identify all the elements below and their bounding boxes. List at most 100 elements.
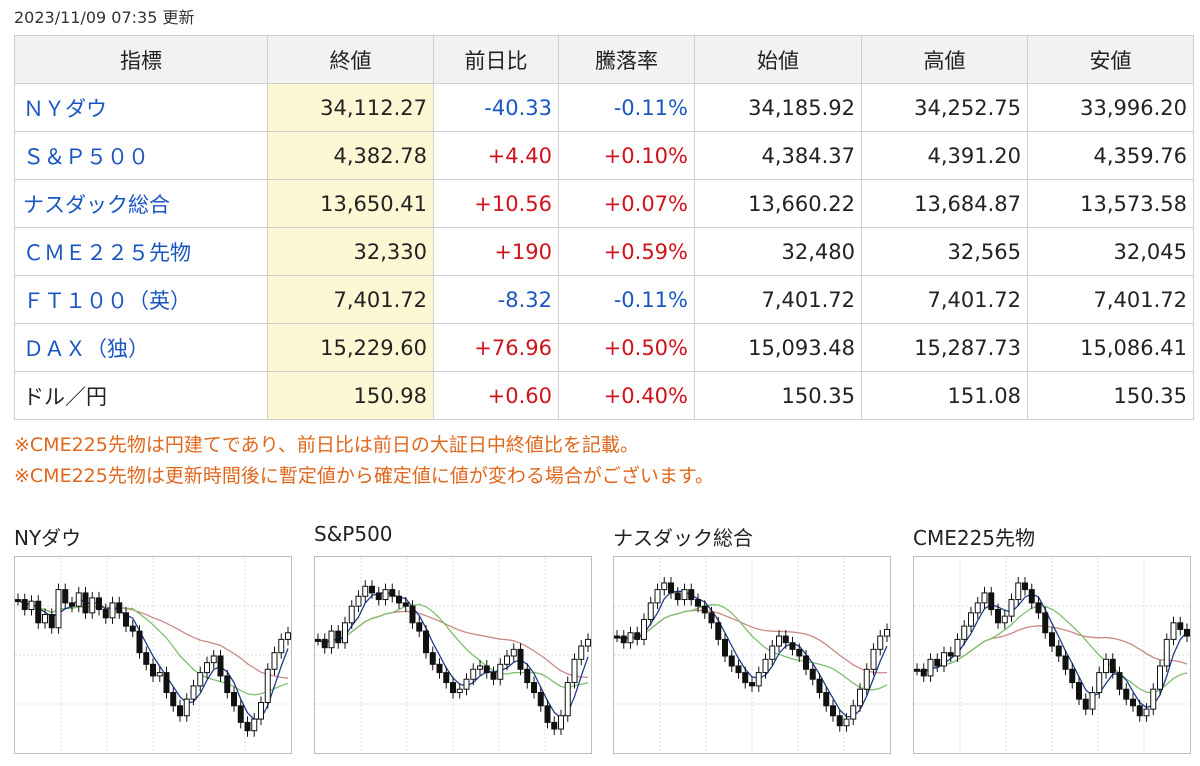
candle-body	[1184, 628, 1190, 637]
candle-body	[278, 638, 285, 654]
candle-body	[544, 705, 551, 723]
candle-body	[416, 622, 423, 632]
candle-body	[96, 597, 102, 611]
change-value: +10.56	[433, 179, 559, 228]
candle-body	[796, 648, 803, 657]
candle-body	[995, 609, 1001, 624]
candle-body	[456, 688, 463, 694]
rate-value: +0.10%	[558, 131, 695, 180]
candle-body	[654, 589, 661, 604]
candle-body	[197, 672, 204, 687]
candle-body	[914, 668, 920, 672]
candle-body	[1123, 688, 1130, 700]
candle-body	[443, 672, 450, 684]
candle-body	[668, 582, 674, 594]
close-value: 4,382.78	[267, 131, 434, 180]
candle-body	[1076, 682, 1082, 700]
candle-body	[728, 655, 735, 667]
close-value: 7,401.72	[267, 275, 434, 324]
indicator-link[interactable]: ＦＴ１００（英）	[14, 275, 268, 324]
candle-body	[35, 600, 42, 624]
candle-body	[1136, 705, 1143, 717]
candle-body	[857, 688, 863, 707]
open-value: 15,093.48	[694, 323, 862, 372]
candle-body	[578, 645, 585, 660]
candle-body	[614, 635, 620, 639]
chart-nasdaq[interactable]	[613, 556, 891, 754]
chart-title-sp500: S&P500	[314, 522, 393, 546]
close-value: 34,112.27	[267, 83, 434, 132]
candle-body	[927, 658, 934, 677]
candle-body	[708, 612, 715, 624]
change-value: -8.32	[433, 275, 559, 324]
note-line: ※CME225先物は円建てであり、前日比は前日の大証日中終値比を記載。	[14, 434, 639, 456]
chart-title-nasdaq: ナスダック総合	[613, 526, 753, 550]
candle-body	[1177, 622, 1184, 630]
indicator-link[interactable]: ＣＭＥ２２５先物	[14, 227, 268, 276]
chart-sp500[interactable]	[314, 556, 592, 754]
indicator-link[interactable]: ＮＹダウ	[14, 83, 268, 132]
candle-body	[863, 668, 870, 690]
candle-body	[190, 685, 197, 700]
candle-body	[136, 630, 143, 654]
header-indicator: 指標	[14, 35, 268, 84]
candle-body	[504, 655, 510, 665]
candle-body	[1096, 672, 1103, 694]
candle-body	[1022, 582, 1028, 591]
candle-body	[809, 668, 816, 680]
candle-body	[517, 648, 524, 670]
notes: ※CME225先物は円建てであり、前日比は前日の大証日中終値比を記載。 ※CME…	[14, 430, 714, 492]
rate-value: -0.11%	[558, 83, 695, 132]
candle-body	[369, 585, 375, 594]
candle-body	[264, 668, 271, 703]
ma-mid-line	[317, 603, 589, 689]
candle-body	[244, 721, 251, 732]
candle-body	[237, 705, 244, 723]
candle-body	[571, 658, 578, 684]
candle-body	[1008, 599, 1015, 617]
candle-body	[116, 602, 123, 614]
close-value: 13,650.41	[267, 179, 434, 228]
candle-body	[48, 614, 55, 629]
candle-body	[816, 678, 823, 694]
high-value: 151.08	[861, 371, 1028, 420]
candle-body	[1028, 589, 1035, 604]
candle-body	[843, 718, 850, 727]
candle-body	[947, 652, 954, 657]
ma-mid-line	[17, 599, 289, 696]
candle-body	[355, 595, 362, 607]
candle-body	[285, 632, 291, 640]
rate-value: +0.59%	[558, 227, 695, 276]
indicator-link[interactable]: Ｓ＆Ｐ５００	[14, 131, 268, 180]
rate-value: +0.40%	[558, 371, 695, 420]
table-row: ＦＴ１００（英） 7,401.72 -8.32 -0.11% 7,401.72 …	[14, 275, 1194, 324]
change-value: +190	[433, 227, 559, 276]
candle-body	[321, 638, 328, 649]
candle-body	[1055, 645, 1062, 657]
candle-body	[15, 599, 21, 603]
candle-body	[123, 612, 129, 627]
candle-body	[836, 715, 843, 727]
candle-body	[150, 663, 156, 677]
candle-body	[974, 602, 981, 614]
candle-body	[1116, 672, 1123, 690]
rate-value: -0.11%	[558, 275, 695, 324]
chart-cme225[interactable]	[913, 556, 1191, 754]
table-row: ナスダック総合 13,650.41 +10.56 +0.07% 13,660.2…	[14, 179, 1194, 228]
candle-body	[28, 600, 35, 611]
rate-value: +0.50%	[558, 323, 695, 372]
candle-body	[375, 592, 382, 601]
low-value: 7,401.72	[1027, 275, 1194, 324]
candle-body	[782, 635, 789, 644]
candle-body	[224, 675, 231, 694]
indicator-link[interactable]: ＤＡＸ（独）	[14, 323, 268, 372]
high-value: 34,252.75	[861, 83, 1028, 132]
note-line: ※CME225先物は更新時間後に暫定値から確定値に値が変わる場合がございます。	[14, 465, 714, 487]
candle-body	[362, 585, 369, 597]
indicator-link[interactable]: ナスダック総合	[14, 179, 268, 228]
candle-body	[258, 701, 264, 720]
chart-nydow[interactable]	[14, 556, 292, 754]
candle-body	[328, 630, 335, 649]
header-close: 終値	[267, 35, 434, 84]
candle-body	[1143, 708, 1150, 717]
